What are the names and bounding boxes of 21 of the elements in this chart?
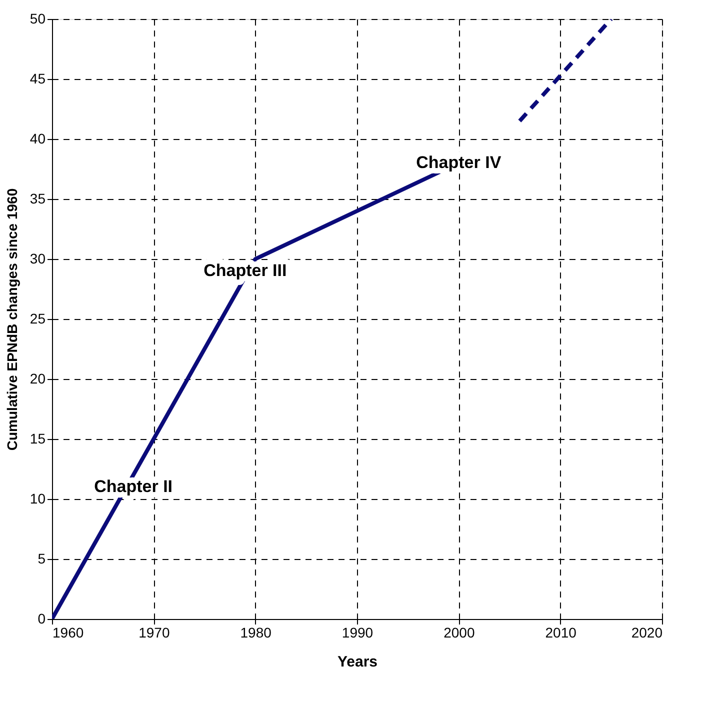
y-tick-label: 45 [30, 70, 46, 86]
x-axis-title: Years [337, 654, 378, 670]
y-tick-label: 50 [30, 10, 46, 26]
y-tick-label: 25 [30, 310, 46, 326]
x-tick-label: 1990 [342, 624, 374, 640]
y-tick-label: 20 [30, 370, 46, 386]
x-tick-label: 2010 [545, 624, 577, 640]
y-tick-label: 30 [30, 250, 46, 266]
annotation: Chapter IV [416, 153, 502, 172]
y-tick-label: 0 [38, 610, 46, 626]
y-axis-title: Cumulative EPNdB changes since 1960 [4, 188, 20, 451]
x-tick-label: 2000 [444, 624, 475, 640]
y-tick-label: 15 [30, 430, 46, 446]
y-tick-label: 10 [30, 490, 46, 506]
x-tick-label: 2020 [631, 624, 663, 640]
x-tick-label: 1960 [52, 624, 84, 640]
y-tick-label: 35 [30, 190, 46, 206]
x-tick-label: 1970 [138, 624, 170, 640]
y-tick-label: 5 [38, 550, 46, 566]
y-tick-label: 40 [30, 130, 46, 146]
x-tick-label: 1980 [240, 624, 272, 640]
